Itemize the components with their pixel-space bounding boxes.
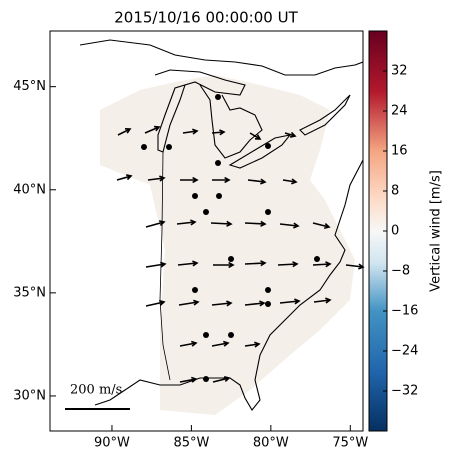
wind-arrow [210,220,233,227]
wind-arrow [244,260,267,267]
wind-arrow [179,376,198,383]
colorbar-tick-label: 32 [391,64,408,79]
colorbar-tick-label: −32 [391,384,418,399]
x-tick-label: 80°W [253,436,289,451]
wind-arrow [249,132,262,140]
state-border [159,151,171,381]
colorbar-label: Vertical wind [m/s] [429,170,444,292]
station-dot [203,209,209,215]
wind-vectors [116,94,365,383]
x-tick-label: 75°W [332,436,368,451]
wind-arrow [116,174,133,181]
station-dot [228,256,234,262]
wind-arrow [147,175,166,182]
wind-arrow [117,128,132,136]
wind-arrow [213,261,235,269]
colorbar-tick-label: 16 [391,144,408,159]
station-dot [265,287,271,293]
colorbar-tick-label: 8 [391,184,399,199]
y-tick-label: 35°N [13,285,46,300]
station-dot [192,287,198,293]
wind-arrow [244,220,267,227]
colorbar-tick-label: 0 [391,224,399,239]
wind-arrow [247,178,267,185]
wind-arrow [211,129,226,136]
coastline [94,159,363,411]
wind-arrow [177,260,199,267]
wind-arrow [284,131,297,138]
coverage-region [100,75,355,415]
colorbar-tick-label: −8 [391,264,410,279]
station-dot [203,376,209,382]
wind-arrow [211,300,233,307]
wind-arrow [282,178,298,185]
wind-arrow [176,219,197,226]
coastline [228,94,351,169]
wind-arrow [212,375,231,383]
x-tick-label: 90°W [94,436,130,451]
y-tick-label: 40°N [13,182,46,197]
wind-arrow [212,176,231,184]
wind-arrow [211,340,230,347]
wind-arrow [244,300,266,307]
station-dot [265,301,271,307]
x-tick-label: 85°W [173,436,209,451]
wind-arrow [279,222,300,229]
y-tick-label: 45°N [13,79,46,94]
station-dot [203,332,209,338]
wind-arrow [244,341,261,348]
map-area [79,39,363,415]
wind-arrow [312,261,332,268]
colorbar-tick-label: −16 [391,304,418,319]
wind-arrow [178,299,200,306]
station-dot [215,160,221,166]
y-tick-label: 30°N [13,388,46,403]
wind-arrow [279,298,301,305]
title: 2015/10/16 00:00:00 UT [114,9,298,27]
station-dot [215,94,221,100]
colorbar-tick-label: 24 [391,104,408,119]
wind-arrow [182,128,199,135]
coastline [154,69,246,153]
scale-label: 200 m/s [70,383,122,398]
wind-arrow [277,261,299,268]
wind-arrow [313,297,332,304]
station-dot [265,143,271,149]
station-dot [228,332,234,338]
station-dot [314,256,320,262]
wind-arrow [345,263,365,270]
wind-arrow [312,222,331,230]
coastline [79,39,363,76]
wind-arrow [145,299,166,307]
station-dot [265,209,271,215]
coastline [199,84,263,159]
wind-arrow [145,220,166,228]
colorbar-tick-label: −24 [391,344,418,359]
wind-arrow [180,176,199,184]
station-dot [166,144,172,150]
wind-arrow [144,125,161,134]
station-dot [192,193,198,199]
wind-arrow [179,340,198,347]
plot-frame [49,30,364,432]
station-dot [141,144,147,150]
station-dot [216,193,222,199]
wind-arrow [145,261,167,268]
